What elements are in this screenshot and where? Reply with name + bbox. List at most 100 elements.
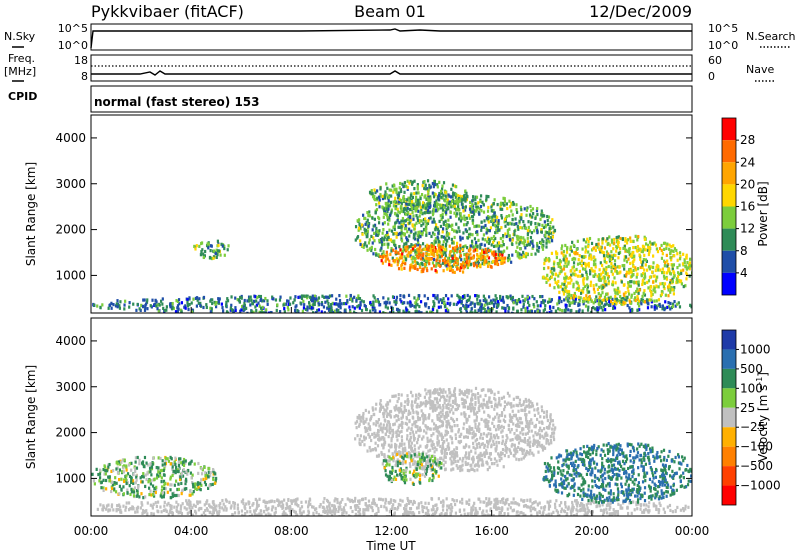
power-range-gate <box>669 307 671 310</box>
velocity-range-gate <box>370 515 372 518</box>
power-range-gate <box>432 192 434 195</box>
power-range-gate <box>394 225 396 228</box>
power-range-gate <box>454 205 456 208</box>
power-range-gate <box>629 262 631 265</box>
power-range-gate <box>462 248 464 251</box>
power-range-gate <box>552 226 554 229</box>
power-range-gate <box>553 262 555 265</box>
power-range-gate <box>588 257 590 260</box>
velocity-range-gate <box>212 501 214 504</box>
power-range-gate <box>569 281 571 284</box>
velocity-range-gate <box>105 487 107 490</box>
power-range-gate <box>503 243 505 246</box>
power-range-gate <box>608 282 610 285</box>
power-range-gate <box>426 311 428 314</box>
power-range-gate <box>563 283 565 286</box>
power-range-gate <box>403 199 405 202</box>
power-range-gate <box>594 291 596 294</box>
power-range-gate <box>614 281 616 284</box>
power-range-gate <box>217 244 219 247</box>
velocity-range-gate <box>394 511 396 514</box>
power-range-gate <box>673 254 675 257</box>
velocity-range-gate <box>373 422 375 425</box>
power-range-gate <box>406 254 408 257</box>
power-range-gate <box>483 307 485 310</box>
velocity-range-gate <box>524 504 526 507</box>
velocity-range-gate <box>105 508 107 511</box>
power-range-gate <box>655 243 657 246</box>
power-range-gate <box>612 265 614 268</box>
power-range-gate <box>625 255 627 258</box>
power-range-gate <box>401 268 403 271</box>
power-range-gate <box>656 276 658 279</box>
power-range-gate <box>605 268 607 271</box>
power-range-gate <box>564 244 566 247</box>
power-range-gate <box>689 261 691 264</box>
power-range-gate <box>588 264 590 267</box>
velocity-range-gate <box>199 500 201 503</box>
power-range-gate <box>563 258 565 261</box>
velocity-range-gate <box>520 458 522 461</box>
power-range-gate <box>612 247 614 250</box>
power-range-gate <box>679 257 681 260</box>
velocity-range-gate <box>341 498 343 501</box>
power-range-gate <box>521 295 523 298</box>
velocity-range-gate <box>595 505 597 508</box>
power-range-gate <box>487 217 489 220</box>
velocity-range-gate <box>183 468 185 471</box>
velocity-range-gate <box>136 478 138 481</box>
velocity-range-gate <box>129 507 131 510</box>
velocity-range-gate <box>271 506 273 509</box>
velocity-range-gate <box>100 486 102 489</box>
velocity-range-gate <box>164 462 166 465</box>
velocity-range-gate <box>645 508 647 511</box>
velocity-range-gate <box>352 500 354 503</box>
power-range-gate <box>420 300 422 303</box>
power-range-gate <box>463 195 465 198</box>
power-range-gate <box>264 297 266 300</box>
power-range-gate <box>392 311 394 314</box>
power-range-gate <box>444 259 446 262</box>
power-range-gate <box>493 202 495 205</box>
power-range-gate <box>403 242 405 245</box>
velocity-range-gate <box>115 490 117 493</box>
power-range-gate <box>408 182 410 185</box>
power-range-gate <box>438 194 440 197</box>
power-range-gate <box>151 299 153 302</box>
power-range-gate <box>487 229 489 232</box>
power-range-gate <box>575 273 577 276</box>
power-range-gate <box>480 209 482 212</box>
power-range-gate <box>445 294 447 297</box>
velocity-range-gate <box>392 503 394 506</box>
power-range-gate <box>445 243 447 246</box>
velocity-range-gate <box>197 462 199 465</box>
power-range-gate <box>438 240 440 243</box>
power-range-gate <box>437 185 439 188</box>
power-range-gate <box>398 221 400 224</box>
power-range-gate <box>497 300 499 303</box>
power-range-gate <box>676 278 678 281</box>
velocity-range-gate <box>132 473 134 476</box>
velocity-range-gate <box>118 492 120 495</box>
power-range-gate <box>425 234 427 237</box>
power-range-gate <box>548 227 550 230</box>
velocity-range-gate <box>144 485 146 488</box>
power-range-gate <box>433 233 435 236</box>
power-range-gate <box>594 273 596 276</box>
power-range-gate <box>329 294 331 297</box>
power-range-gate <box>593 256 595 259</box>
power-range-gate <box>221 306 223 309</box>
power-range-gate <box>649 241 651 244</box>
power-range-gate <box>440 196 442 199</box>
velocity-range-gate <box>156 473 158 476</box>
power-range-gate <box>406 209 408 212</box>
power-range-gate <box>452 205 454 208</box>
power-range-gate <box>482 237 484 240</box>
velocity-range-gate <box>372 499 374 502</box>
power-range-gate <box>608 265 610 268</box>
velocity-range-gate <box>219 502 221 505</box>
power-range-gate <box>406 238 408 241</box>
power-range-gate <box>454 200 456 203</box>
power-range-gate <box>456 208 458 211</box>
power-range-gate <box>421 268 423 271</box>
